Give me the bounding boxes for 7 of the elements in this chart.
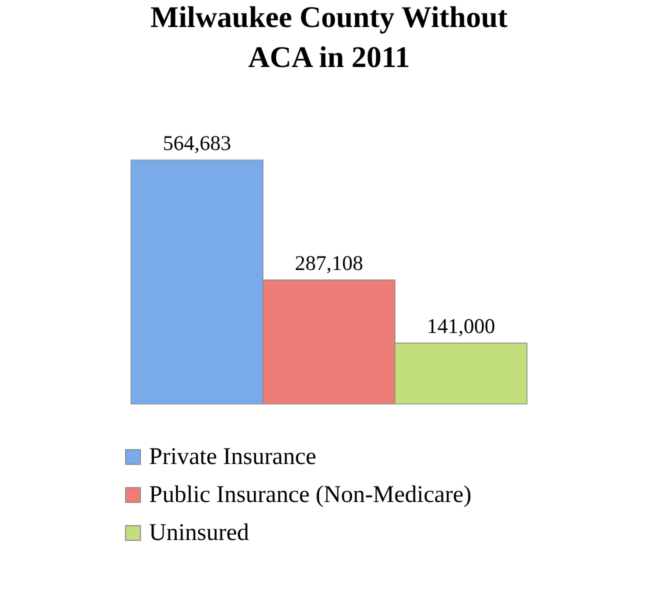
data-label: 141,000 [426, 314, 496, 338]
legend-label: Uninsured [149, 520, 249, 546]
legend-label: Private Insurance [149, 444, 316, 470]
data-label: 287,108 [294, 250, 364, 275]
chart-title: Milwaukee County Without ACA in 2011 [150, 1, 508, 74]
data-label: 564,683 [162, 131, 232, 155]
legend-label: Public Insurance (Non-Medicare) [149, 482, 472, 508]
